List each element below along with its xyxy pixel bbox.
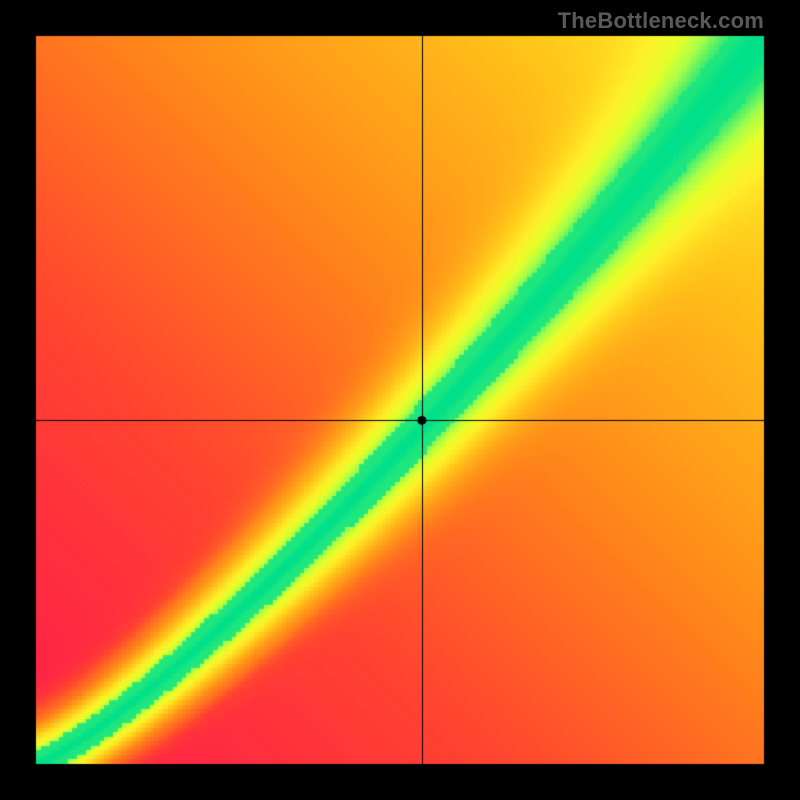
watermark-text: TheBottleneck.com bbox=[558, 8, 764, 34]
bottleneck-heatmap bbox=[0, 0, 800, 800]
chart-container: TheBottleneck.com bbox=[0, 0, 800, 800]
